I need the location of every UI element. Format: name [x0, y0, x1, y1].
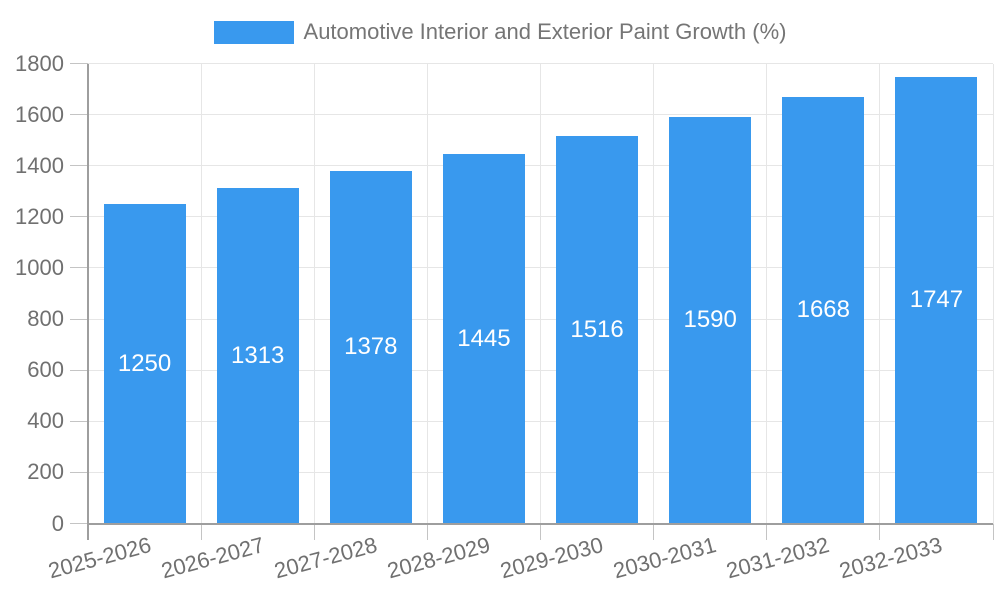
y-axis-tick: [70, 318, 88, 320]
x-gridline: [200, 63, 202, 524]
x-axis-tick: [653, 523, 655, 540]
y-axis-line: [87, 63, 89, 540]
x-axis-tick: [200, 523, 202, 540]
legend-label: Automotive Interior and Exterior Paint G…: [303, 19, 787, 44]
y-axis-tick-label: 400: [27, 408, 64, 434]
y-axis-tick: [70, 63, 88, 64]
y-axis-tick-label: 200: [27, 459, 64, 485]
x-axis-line: [88, 522, 993, 525]
y-axis-tick-label: 800: [27, 306, 64, 332]
bar[interactable]: [103, 204, 186, 524]
x-axis-tick-label: 2025-2026: [45, 532, 154, 584]
y-axis-tick: [70, 267, 88, 269]
y-axis-tick: [70, 216, 88, 218]
y-axis-tick: [70, 114, 88, 116]
x-axis-tick: [313, 523, 315, 540]
x-axis-tick: [540, 523, 541, 540]
y-axis-tick-label: 600: [27, 357, 64, 383]
y-axis-tick: [70, 420, 88, 422]
y-axis-tick: [70, 369, 88, 371]
x-gridline: [992, 63, 994, 524]
x-axis-tick: [766, 523, 768, 540]
x-axis-tick: [879, 523, 881, 540]
y-axis-tick: [70, 523, 88, 524]
x-axis-tick-label: 2029-2030: [497, 532, 606, 584]
bar[interactable]: [895, 77, 978, 524]
bar[interactable]: [782, 97, 865, 524]
x-axis-tick: [426, 523, 428, 540]
x-axis-tick-label: 2027-2028: [271, 532, 380, 584]
y-axis-tick: [70, 471, 88, 473]
bar[interactable]: [669, 117, 752, 524]
x-axis-tick-label: 2032-2033: [837, 532, 946, 584]
x-axis-tick-label: 2028-2029: [384, 532, 493, 584]
y-axis-tick-label: 1000: [15, 254, 64, 280]
x-gridline: [653, 63, 655, 524]
x-axis-tick: [992, 523, 994, 540]
x-gridline: [426, 63, 428, 524]
bar[interactable]: [556, 136, 639, 524]
x-axis-tick-label: 2031-2032: [723, 532, 833, 584]
bar[interactable]: [216, 187, 299, 524]
x-axis-tick-label: 2030-2031: [610, 532, 719, 584]
legend-swatch[interactable]: [213, 20, 294, 44]
x-gridline: [766, 63, 768, 524]
y-axis-tick-label: 1800: [15, 50, 64, 76]
x-gridline: [313, 63, 315, 524]
x-gridline: [540, 63, 541, 524]
y-axis-tick-label: 1200: [15, 203, 64, 229]
x-gridline: [879, 63, 881, 524]
y-axis-tick: [70, 165, 88, 167]
x-axis-tick-label: 2026-2027: [158, 532, 267, 584]
y-axis-tick-label: 1400: [15, 152, 64, 178]
legend: Automotive Interior and Exterior Paint G…: [0, 18, 1000, 46]
bar[interactable]: [329, 171, 412, 524]
y-axis-tick-label: 1600: [15, 101, 64, 127]
bar[interactable]: [442, 154, 525, 524]
y-axis-tick-label: 0: [51, 510, 64, 536]
